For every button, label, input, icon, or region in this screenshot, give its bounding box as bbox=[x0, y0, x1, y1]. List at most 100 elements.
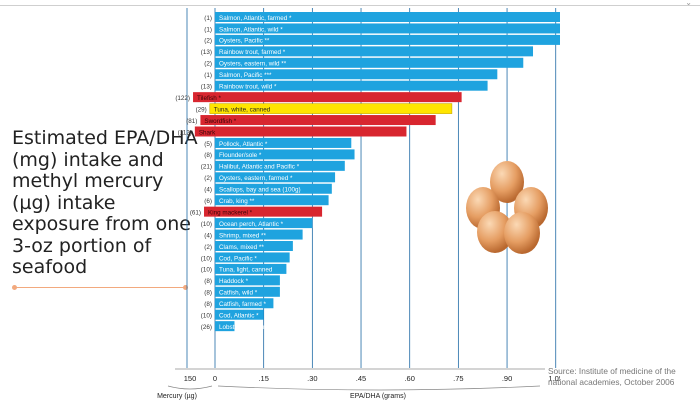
eggs-image bbox=[466, 161, 548, 254]
mercury-label: (29) bbox=[196, 106, 207, 113]
bar bbox=[215, 160, 345, 171]
bar-label: Scallops, bay and sea (100g) bbox=[219, 187, 301, 194]
tick-label: .60 bbox=[404, 374, 414, 383]
mercury-label: (8) bbox=[204, 152, 212, 159]
bar-label: Cod, Atlantic * bbox=[219, 313, 259, 320]
tick-label: 150 bbox=[184, 374, 197, 383]
mercury-brace bbox=[167, 385, 213, 390]
bar bbox=[215, 172, 336, 183]
bars bbox=[193, 12, 560, 332]
bar-label: Cod, Pacific * bbox=[219, 255, 257, 262]
tick-label: .45 bbox=[356, 374, 366, 383]
bar bbox=[209, 103, 453, 114]
bar bbox=[194, 126, 407, 137]
mercury-label: (13) bbox=[201, 49, 212, 56]
mercury-label: (2) bbox=[204, 244, 212, 251]
tick-label: .15 bbox=[258, 374, 268, 383]
mercury-label: (8) bbox=[204, 290, 212, 297]
mercury-label: (2) bbox=[204, 38, 212, 45]
bar bbox=[215, 69, 498, 80]
tick-label: .30 bbox=[307, 374, 317, 383]
mercury-label: (5) bbox=[204, 141, 212, 148]
mercury-label: (2) bbox=[204, 61, 212, 68]
bar bbox=[215, 12, 560, 22]
slide-heading: Estimated EPA/DHA (mg) intake and methyl… bbox=[12, 127, 198, 278]
bar bbox=[215, 195, 329, 206]
bar-label: Salmon, Atlantic, wild * bbox=[219, 26, 283, 33]
x-axis-label-mercury: Mercury (µg) bbox=[157, 393, 197, 400]
bar bbox=[204, 206, 323, 217]
bar bbox=[215, 80, 488, 91]
corner-chevron-icon: ⌄ bbox=[685, 0, 692, 7]
bar-label: Oysters, eastern, wild ** bbox=[219, 61, 287, 68]
bar-label: King mackerel * bbox=[208, 209, 253, 216]
bar bbox=[215, 23, 560, 34]
bar bbox=[215, 149, 355, 160]
x-axis: 1500.15.30.45.60.75.901.051.21.351.51.65… bbox=[157, 368, 560, 400]
mercury-label: (6) bbox=[204, 198, 212, 205]
bar-label: Rainbow trout, farmed * bbox=[219, 49, 286, 56]
mercury-label: (122) bbox=[175, 95, 190, 102]
mercury-label: (2) bbox=[204, 175, 212, 182]
mercury-label: (10) bbox=[201, 255, 212, 262]
bar bbox=[215, 57, 524, 68]
bar bbox=[200, 115, 436, 126]
bar-label: Crab, king ** bbox=[219, 198, 255, 205]
bar bbox=[215, 263, 287, 274]
x-axis-label-epa: EPA/DHA (grams) bbox=[350, 393, 406, 400]
bar-label: Salmon, Pacific *** bbox=[219, 72, 272, 79]
bar-label: Pollock, Atlantic * bbox=[219, 141, 268, 148]
bar bbox=[215, 218, 313, 229]
tick-label: .75 bbox=[453, 374, 463, 383]
mercury-label: (21) bbox=[201, 164, 212, 171]
bar bbox=[215, 34, 560, 45]
bar-label: Flounder/sole * bbox=[219, 152, 262, 159]
mercury-label: (61) bbox=[190, 209, 201, 216]
tick-label: 1.05 bbox=[548, 374, 560, 383]
bar bbox=[215, 298, 274, 309]
bar-label: Haddock * bbox=[219, 278, 249, 285]
epa-mercury-bar-chart: Salmon, Atlantic, farmed * (1) Salmon, Atl… bbox=[157, 8, 560, 400]
mercury-label: (13) bbox=[201, 84, 212, 91]
source-note: Source: Institute of medicine of the nat… bbox=[548, 366, 676, 387]
bar-label: Ocean perch, Atlantic * bbox=[219, 221, 284, 228]
bar bbox=[215, 229, 303, 240]
tick-label: .90 bbox=[502, 374, 512, 383]
bar bbox=[215, 137, 352, 148]
mercury-label: (10) bbox=[201, 221, 212, 228]
bar-label: Shark bbox=[199, 129, 216, 136]
bar-label: Catfish, farmed * bbox=[219, 301, 266, 308]
bar-label: Halibut, Atlantic and Pacific * bbox=[219, 164, 300, 171]
mercury-label: (81) bbox=[186, 118, 197, 125]
mercury-label: (8) bbox=[204, 301, 212, 308]
bar bbox=[215, 321, 235, 332]
tick-label: 0 bbox=[213, 374, 217, 383]
bar-label: Tilefish * bbox=[197, 95, 221, 102]
bar-label: Clams, mixed ** bbox=[219, 244, 264, 251]
mercury-label: (1) bbox=[204, 15, 212, 22]
bar-label: Swordfish * bbox=[204, 118, 236, 125]
bar bbox=[215, 241, 293, 251]
bar bbox=[215, 275, 280, 286]
bar bbox=[215, 286, 280, 297]
bar bbox=[215, 46, 534, 57]
mercury-label: (26) bbox=[201, 324, 212, 331]
bar-label: Oysters, Pacific ** bbox=[219, 38, 270, 45]
bar-label: Rainbow trout, wild * bbox=[219, 84, 277, 91]
bar-labels: Salmon, Atlantic, farmed * (1) Salmon, Atl… bbox=[175, 15, 300, 331]
mercury-label: (4) bbox=[204, 232, 212, 239]
bar-label: Tuna, light, canned bbox=[219, 267, 273, 274]
bar bbox=[215, 183, 332, 194]
bar-label: Tuna, white, canned bbox=[214, 106, 271, 113]
bar-label: Catfish, wild * bbox=[219, 290, 258, 297]
bar-label: Oysters, eastern, farmed * bbox=[219, 175, 293, 182]
mercury-label: (10) bbox=[201, 313, 212, 320]
bar-label: Shrimp, mixed ** bbox=[219, 232, 266, 239]
bar bbox=[215, 252, 290, 263]
bar bbox=[215, 309, 264, 320]
mercury-label: (1) bbox=[204, 26, 212, 33]
mercury-label: (8) bbox=[204, 278, 212, 285]
bar-label: Lobster, northern ** bbox=[219, 324, 274, 331]
epa-brace bbox=[217, 385, 541, 391]
mercury-label: (112) bbox=[178, 129, 192, 136]
